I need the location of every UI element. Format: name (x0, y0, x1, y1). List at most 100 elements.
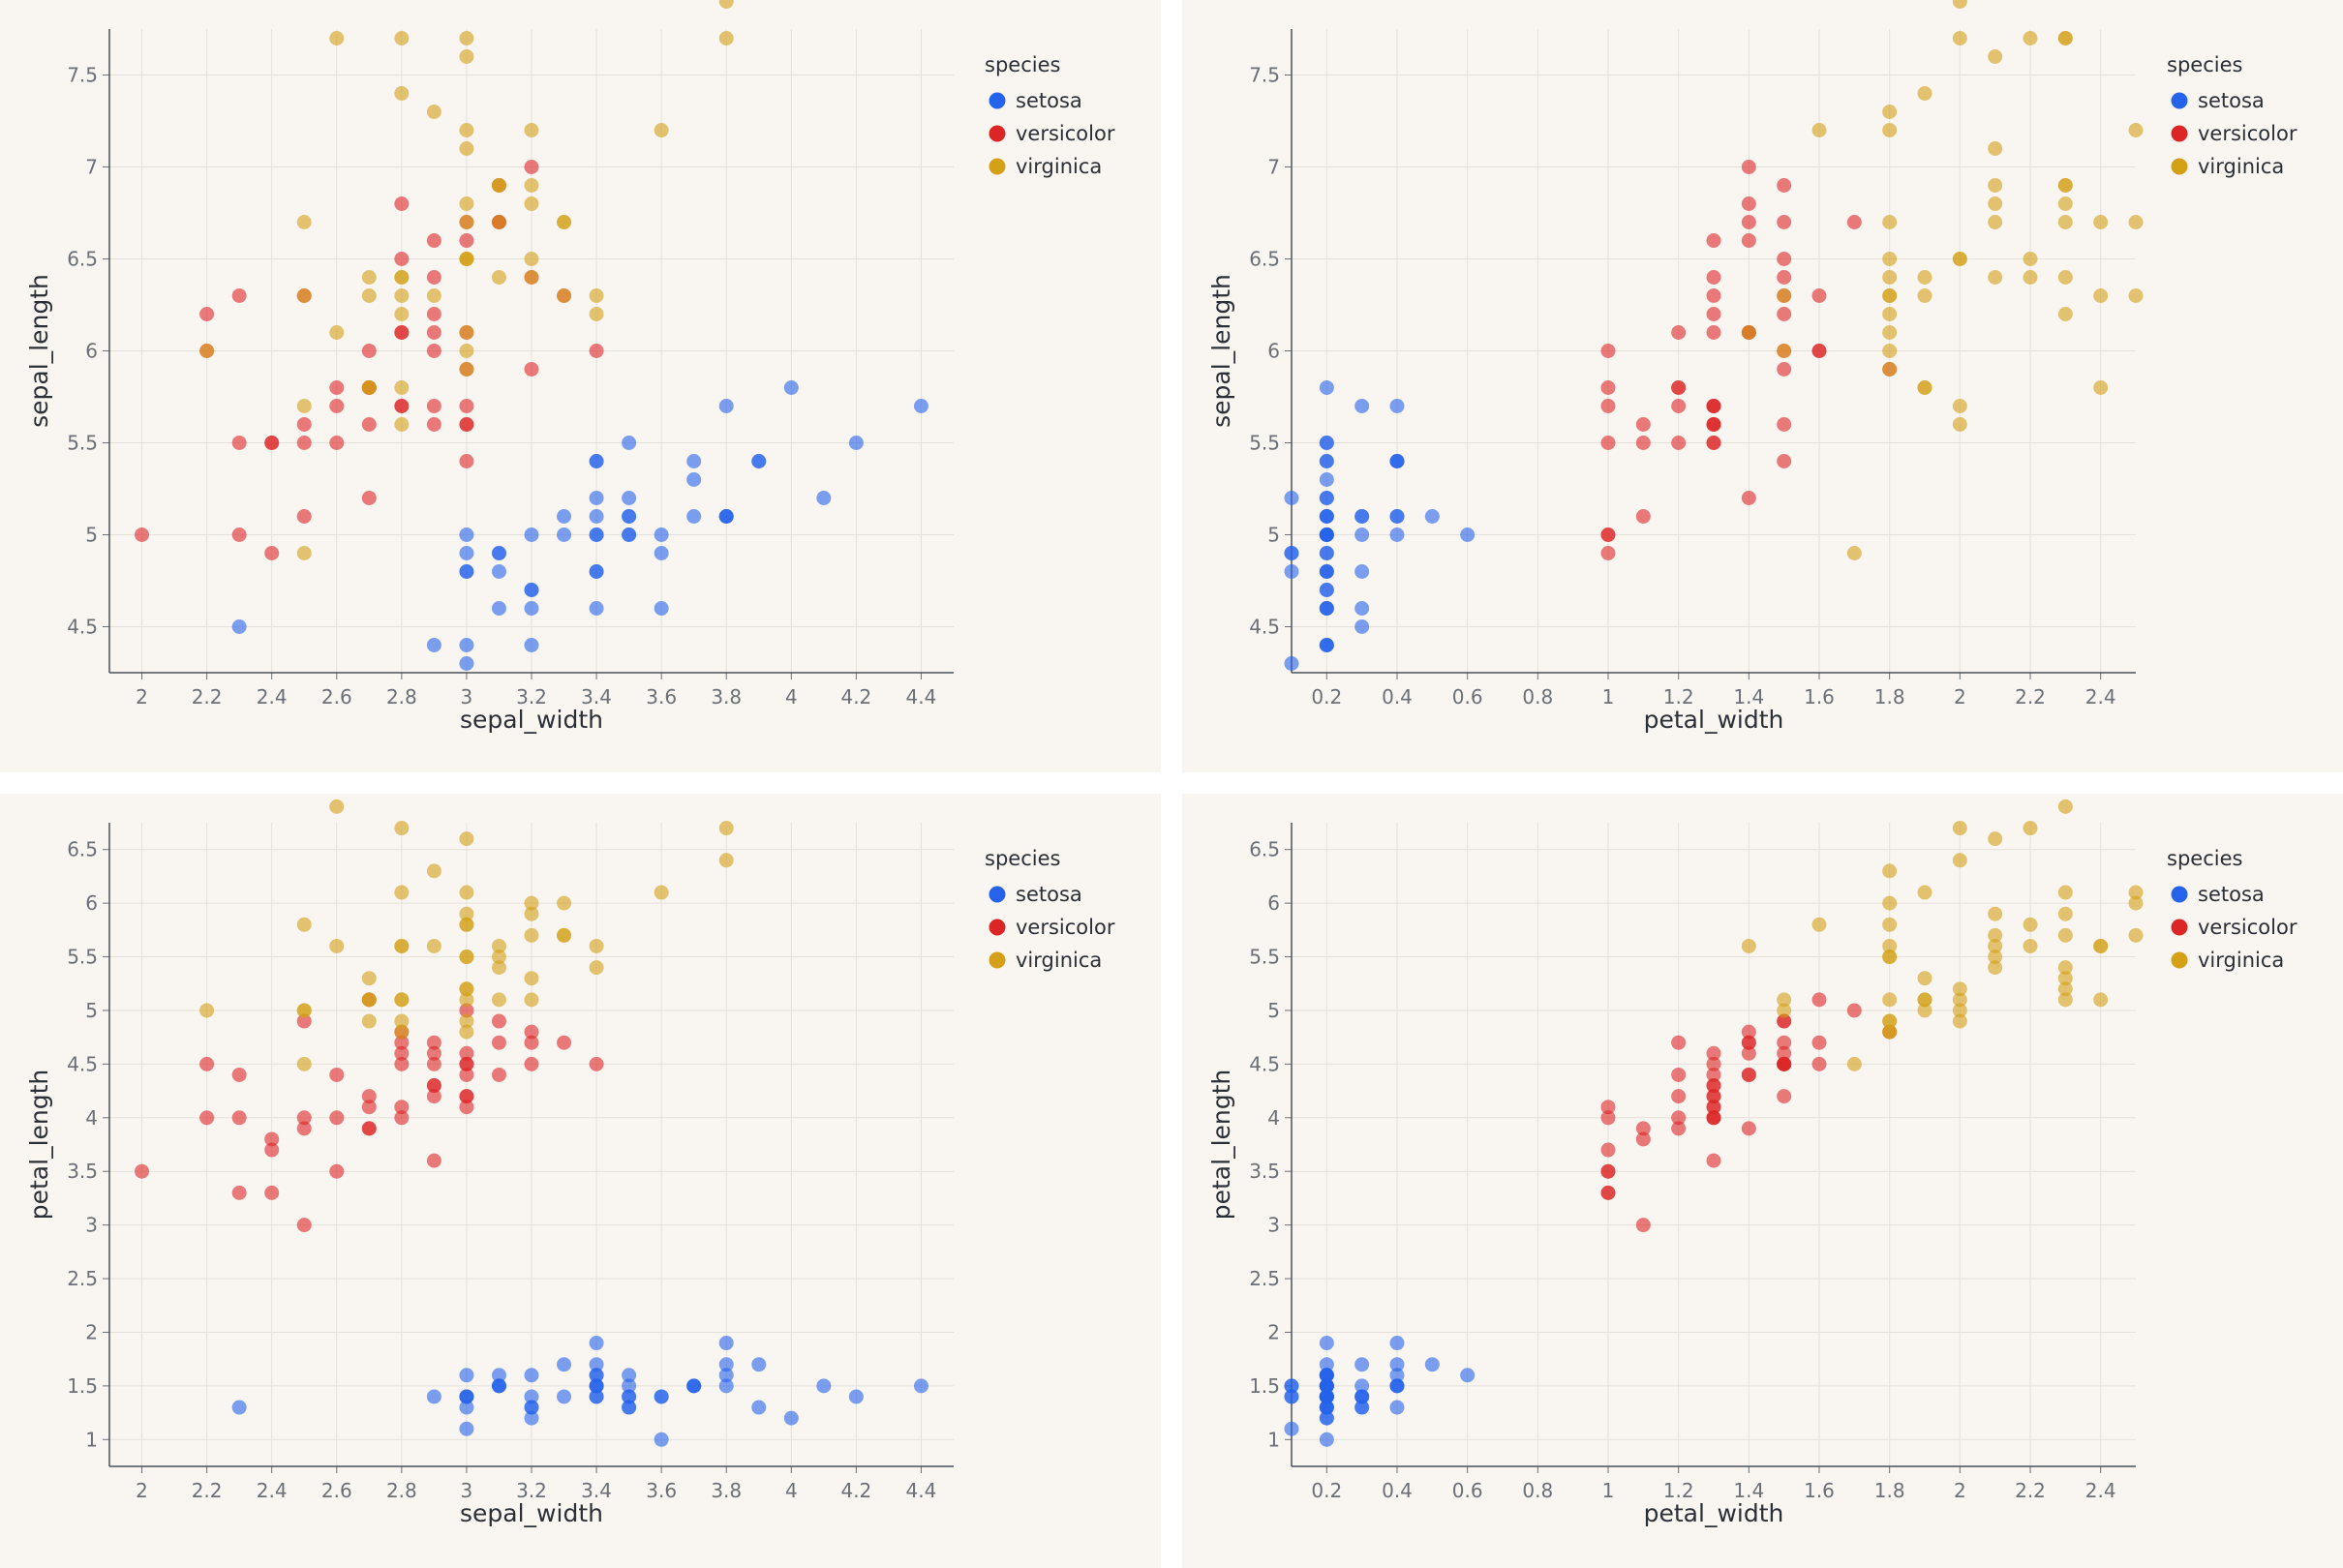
data-point-versicolor (426, 1045, 441, 1061)
data-point-versicolor (1706, 417, 1721, 432)
data-point-versicolor (426, 417, 441, 432)
data-point-setosa (1354, 399, 1370, 413)
data-point-virginica (1882, 288, 1898, 303)
x-tick-label: 1 (1602, 685, 1615, 709)
y-tick-label: 6.5 (67, 248, 98, 271)
data-point-versicolor (459, 399, 474, 413)
y-axis-label: petal_length (25, 1070, 53, 1221)
data-point-virginica (459, 981, 474, 997)
data-point-virginica (1882, 863, 1898, 879)
legend-label-setosa: setosa (2198, 89, 2265, 112)
data-point-versicolor (1741, 1024, 1756, 1040)
data-point-setosa (1389, 1336, 1405, 1351)
y-tick-label: 7.5 (1249, 64, 1280, 87)
x-tick-label: 3.8 (711, 1479, 742, 1502)
data-point-virginica (2057, 196, 2073, 211)
series-virginica (1741, 799, 2144, 1071)
data-point-virginica (1846, 1056, 1862, 1071)
data-point-setosa (848, 1389, 864, 1404)
data-point-virginica (459, 1013, 474, 1029)
data-point-virginica (1882, 938, 1898, 953)
data-point-versicolor (296, 436, 312, 450)
data-point-setosa (459, 528, 474, 542)
data-point-virginica (718, 821, 734, 836)
data-point-versicolor (361, 344, 377, 358)
data-point-setosa (622, 436, 637, 450)
data-point-versicolor (296, 509, 312, 524)
series-virginica (199, 799, 734, 1071)
data-point-versicolor (394, 1110, 410, 1126)
data-point-virginica (426, 105, 441, 119)
x-tick-label: 3.4 (581, 1479, 612, 1502)
y-tick-label: 5.5 (67, 946, 98, 969)
series-setosa (231, 380, 928, 671)
data-point-virginica (394, 885, 410, 900)
data-point-virginica (1882, 992, 1898, 1008)
data-point-setosa (686, 509, 702, 524)
data-point-virginica (491, 938, 506, 953)
data-point-versicolor (1671, 436, 1687, 450)
data-point-versicolor (1741, 233, 1756, 248)
legend: species setosa versicolor virginica (985, 847, 1115, 972)
data-point-versicolor (1706, 307, 1721, 321)
data-point-setosa (751, 1357, 767, 1372)
data-point-versicolor (231, 1185, 247, 1200)
data-point-versicolor (135, 1163, 150, 1179)
data-point-setosa (1354, 528, 1370, 542)
data-point-virginica (557, 927, 572, 943)
data-point-versicolor (329, 436, 345, 450)
data-point-setosa (848, 436, 864, 450)
x-tick-label: 2.4 (2085, 1479, 2116, 1502)
legend-swatch-virginica (989, 158, 1006, 175)
data-point-versicolor (524, 160, 539, 174)
data-point-virginica (2057, 178, 2073, 193)
data-point-virginica (1952, 252, 1967, 266)
data-point-virginica (1882, 917, 1898, 932)
data-point-versicolor (1600, 1100, 1616, 1115)
data-point-virginica (1988, 178, 2003, 193)
data-point-setosa (1354, 1400, 1370, 1415)
data-point-setosa (491, 1368, 506, 1383)
data-point-virginica (459, 362, 474, 377)
y-tick-label: 7 (85, 156, 98, 179)
data-point-virginica (491, 270, 506, 285)
legend-swatch-setosa (989, 92, 1006, 109)
data-point-setosa (1284, 491, 1299, 505)
data-point-setosa (654, 601, 669, 616)
data-point-versicolor (1600, 1142, 1616, 1158)
data-point-virginica (296, 917, 312, 932)
data-point-versicolor (459, 233, 474, 248)
data-point-versicolor (231, 288, 247, 303)
data-point-virginica (1882, 895, 1898, 911)
data-point-virginica (329, 799, 345, 814)
data-point-setosa (1319, 1378, 1334, 1394)
data-point-virginica (1811, 123, 1827, 137)
data-point-setosa (524, 1368, 539, 1383)
data-point-versicolor (296, 417, 312, 432)
data-point-virginica (2023, 31, 2038, 45)
data-point-setosa (654, 546, 669, 560)
data-point-virginica (491, 215, 506, 229)
y-tick-label: 4.5 (1249, 616, 1280, 639)
data-point-versicolor (329, 380, 345, 395)
data-point-versicolor (589, 1056, 604, 1071)
x-tick-label: 1.2 (1663, 1479, 1694, 1502)
y-axis-label: petal_length (1207, 1070, 1235, 1221)
data-point-setosa (1319, 1357, 1334, 1372)
data-point-versicolor (296, 1218, 312, 1233)
data-point-versicolor (394, 196, 410, 211)
data-point-versicolor (329, 399, 345, 413)
data-point-virginica (1882, 307, 1898, 321)
data-point-setosa (491, 1378, 506, 1394)
data-point-setosa (1284, 564, 1299, 579)
data-point-versicolor (361, 1121, 377, 1136)
data-point-virginica (1988, 831, 2003, 847)
series-versicolor (1600, 992, 1898, 1233)
data-point-virginica (589, 938, 604, 953)
x-tick-label: 3.2 (516, 1479, 547, 1502)
x-tick-label: 0.8 (1522, 685, 1553, 709)
grid (1292, 823, 2136, 1466)
data-point-virginica (361, 1013, 377, 1029)
legend-swatch-virginica (2171, 158, 2188, 175)
data-point-virginica (394, 270, 410, 285)
